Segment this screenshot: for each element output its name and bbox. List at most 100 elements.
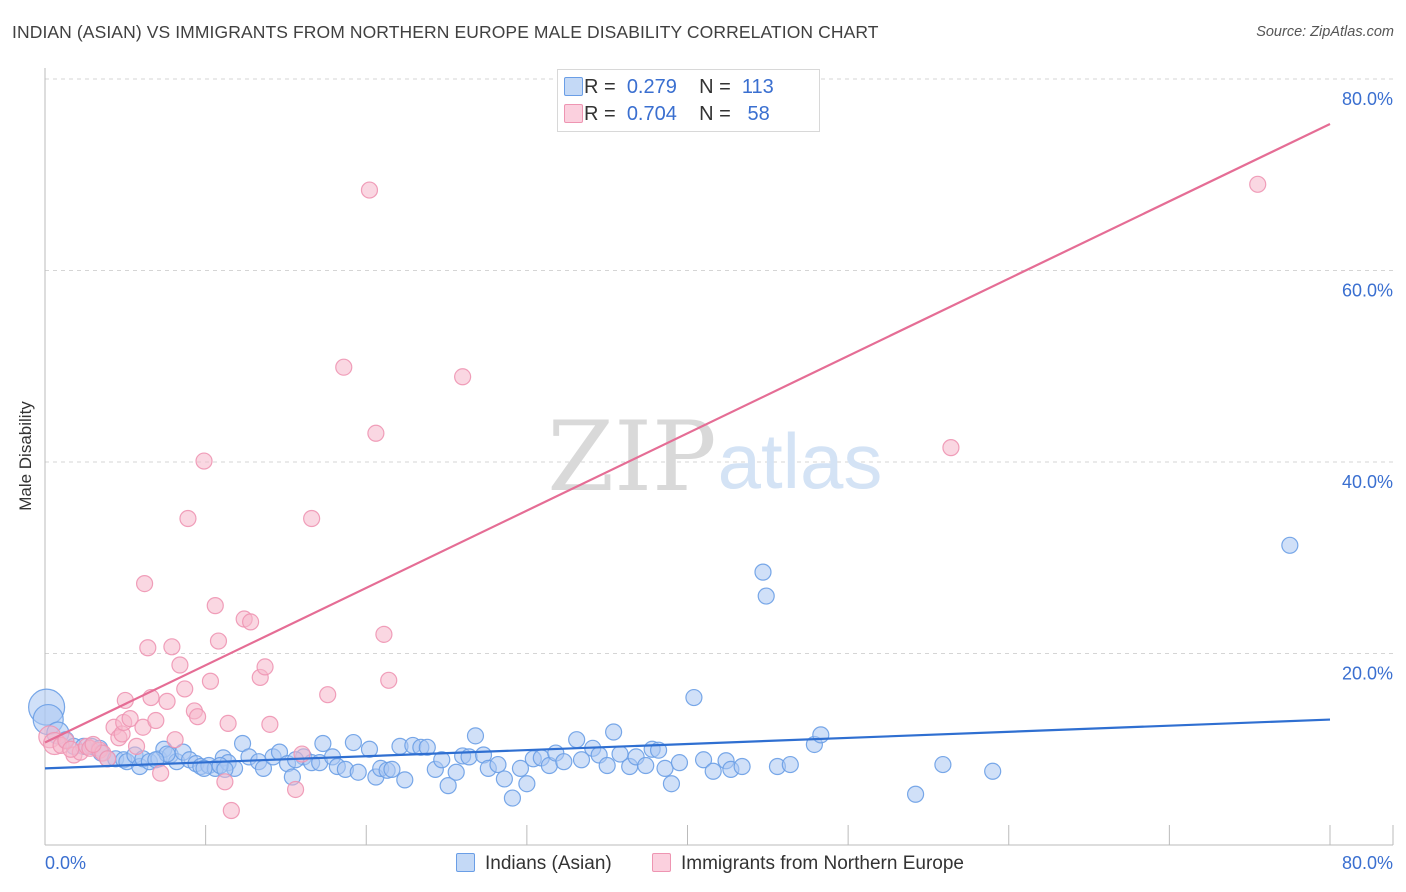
r-label: R = bbox=[584, 103, 616, 125]
point-indians bbox=[349, 763, 367, 781]
tick-labels: 20.0% 40.0% 60.0% 80.0% 0.0% 80.0% bbox=[45, 89, 1393, 873]
point-immigrants bbox=[176, 680, 194, 698]
point-immigrants bbox=[139, 639, 157, 657]
point-immigrants bbox=[286, 780, 305, 799]
point-immigrants bbox=[171, 656, 189, 674]
point-indians bbox=[447, 763, 465, 781]
n-value: 58 bbox=[747, 103, 770, 125]
point-immigrants bbox=[942, 439, 960, 457]
point-indians bbox=[781, 755, 799, 774]
point-immigrants bbox=[84, 735, 102, 754]
point-immigrants bbox=[99, 750, 117, 768]
source-label: Source: ZipAtlas.com bbox=[1256, 24, 1394, 40]
point-indians bbox=[489, 755, 507, 774]
point-indians bbox=[511, 759, 530, 778]
point-immigrants bbox=[380, 671, 398, 689]
legend-item-immigrants[interactable]: Immigrants from Northern Europe bbox=[652, 851, 964, 877]
point-indians bbox=[439, 777, 457, 795]
point-indians bbox=[396, 771, 414, 789]
watermark-atlas: atlas bbox=[718, 417, 883, 505]
trend-line-immigrants bbox=[44, 123, 1331, 744]
point-indians bbox=[418, 738, 436, 756]
point-immigrants bbox=[375, 625, 393, 643]
point-immigrants bbox=[62, 740, 80, 758]
x-tick-label: 80.0% bbox=[1342, 853, 1393, 873]
point-indians bbox=[656, 759, 674, 778]
y-tick-label: 20.0% bbox=[1342, 664, 1393, 684]
point-immigrants bbox=[179, 509, 197, 528]
y-tick-label: 80.0% bbox=[1342, 89, 1393, 109]
r-label: R = bbox=[584, 76, 616, 98]
point-immigrants bbox=[195, 452, 213, 470]
legend-swatch-immigrants bbox=[564, 104, 583, 123]
point-indians bbox=[605, 723, 623, 741]
point-indians bbox=[733, 757, 751, 776]
legend-swatch-indians bbox=[456, 853, 475, 872]
point-indians bbox=[694, 751, 713, 769]
point-immigrants bbox=[454, 368, 472, 386]
legend-label-immigrants: Immigrants from Northern Europe bbox=[681, 853, 964, 874]
point-immigrants bbox=[256, 658, 274, 676]
point-immigrants bbox=[335, 358, 353, 376]
trend-lines bbox=[44, 123, 1331, 770]
n-label: N = bbox=[699, 103, 731, 125]
point-immigrants bbox=[303, 509, 321, 528]
point-indians bbox=[598, 756, 616, 775]
point-immigrants bbox=[158, 692, 176, 710]
point-immigrants bbox=[188, 708, 207, 726]
point-indians bbox=[466, 727, 485, 745]
y-axis-label: Male Disability bbox=[16, 401, 35, 511]
point-indians bbox=[518, 775, 536, 793]
point-immigrants bbox=[135, 575, 154, 593]
point-indians bbox=[568, 731, 586, 749]
legend-item-indians[interactable]: Indians (Asian) bbox=[456, 851, 612, 877]
y-tick-label: 40.0% bbox=[1342, 472, 1393, 492]
point-indians bbox=[906, 785, 925, 803]
point-indians bbox=[383, 760, 401, 778]
point-indians bbox=[433, 751, 451, 769]
point-immigrants bbox=[219, 714, 237, 732]
point-immigrants bbox=[206, 597, 224, 615]
point-immigrants bbox=[261, 715, 279, 733]
point-indians bbox=[555, 753, 573, 771]
point-indians bbox=[572, 751, 591, 769]
legend-swatch-indians bbox=[564, 77, 583, 96]
point-immigrants bbox=[121, 710, 139, 728]
x-tick-label: 0.0% bbox=[45, 853, 86, 873]
r-value: 0.279 bbox=[626, 76, 677, 98]
point-indians bbox=[984, 762, 1002, 780]
stats-legend-row-indians: R = 0.279 N = 113 bbox=[564, 74, 774, 100]
point-indians bbox=[1281, 536, 1299, 554]
point-immigrants bbox=[367, 424, 385, 442]
point-immigrants bbox=[147, 711, 165, 730]
point-immigrants bbox=[163, 638, 181, 656]
point-immigrants bbox=[127, 737, 146, 755]
legend-swatch-immigrants bbox=[652, 853, 671, 872]
point-indians bbox=[344, 733, 362, 752]
n-value: 113 bbox=[741, 76, 774, 98]
point-indians bbox=[360, 740, 379, 758]
series-legend: Indians (Asian) Immigrants from Northern… bbox=[0, 851, 1406, 877]
point-indians bbox=[757, 587, 775, 605]
watermark: ZIP atlas bbox=[547, 401, 882, 513]
gridlines bbox=[45, 78, 1393, 654]
watermark-zip: ZIP bbox=[547, 401, 716, 513]
point-indians bbox=[670, 754, 689, 772]
point-immigrants bbox=[360, 181, 379, 199]
point-indians bbox=[495, 770, 513, 788]
point-indians bbox=[812, 726, 830, 744]
y-tick-label: 60.0% bbox=[1342, 281, 1393, 301]
chart-title: INDIAN (ASIAN) VS IMMIGRANTS FROM NORTHE… bbox=[12, 22, 879, 42]
n-label: N = bbox=[699, 76, 731, 98]
point-immigrants bbox=[166, 731, 184, 749]
point-immigrants bbox=[201, 672, 220, 690]
point-immigrants bbox=[242, 613, 260, 631]
point-immigrants bbox=[216, 773, 234, 791]
point-immigrants bbox=[319, 686, 337, 704]
point-indians bbox=[754, 563, 772, 581]
point-immigrants bbox=[152, 764, 170, 782]
point-indians bbox=[704, 762, 722, 780]
stats-legend: R = 0.279 N = 113 R = 0.704 N = 58 bbox=[557, 69, 820, 132]
point-indians bbox=[934, 755, 952, 774]
